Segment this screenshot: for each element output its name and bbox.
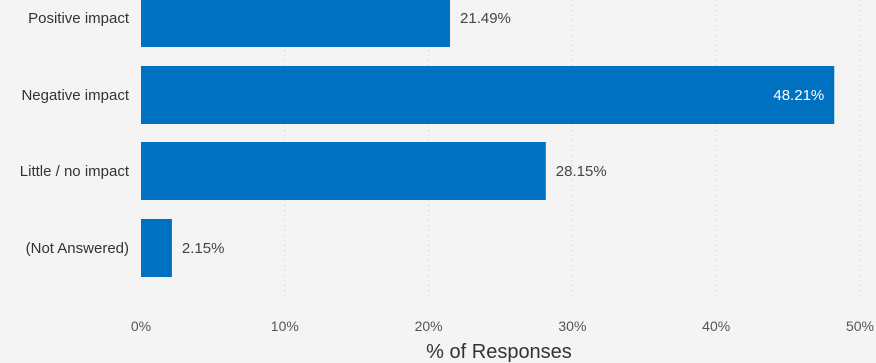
category-label: (Not Answered) [26, 240, 129, 257]
value-labels: 21.49% 48.21% 28.15% 2.15% [182, 10, 824, 257]
x-tick-label: 20% [415, 318, 443, 334]
value-label: 48.21% [773, 87, 824, 104]
bars [141, 0, 835, 277]
x-tick-label: 50% [846, 318, 874, 334]
value-label: 21.49% [460, 10, 511, 27]
category-label: Positive impact [28, 10, 130, 27]
x-axis-title: % of Responses [426, 341, 572, 363]
value-label: 28.15% [556, 163, 607, 180]
bar [141, 0, 451, 47]
value-label: 2.15% [182, 240, 225, 257]
bar [141, 142, 546, 200]
x-tick-label: 0% [131, 318, 151, 334]
x-tick-label: 30% [558, 318, 586, 334]
x-tick-labels: 0% 10% 20% 30% 40% 50% [131, 318, 874, 334]
bar [141, 66, 835, 124]
x-tick-label: 40% [702, 318, 730, 334]
category-labels: Positive impact Negative impact Little / n… [20, 10, 130, 257]
bar [141, 219, 172, 277]
category-label: Negative impact [21, 87, 129, 104]
category-label: Little / no impact [20, 163, 130, 180]
gridlines [284, 0, 861, 300]
x-tick-label: 10% [271, 318, 299, 334]
